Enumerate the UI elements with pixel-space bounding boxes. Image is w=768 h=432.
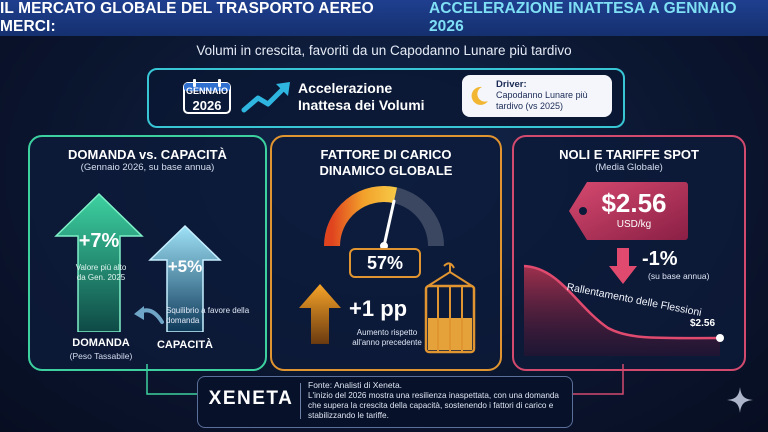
load-factor-change-note: Aumento rispetto all'anno precedente <box>352 328 422 347</box>
source-box <box>197 376 573 428</box>
source-text: L'inizio del 2026 mostra una resilienza … <box>308 391 559 420</box>
connector-lines <box>146 364 624 395</box>
rate-trend-chart <box>523 264 724 356</box>
capacity-arrow-icon <box>148 224 222 332</box>
capacity-percentage: +5% <box>167 257 203 276</box>
price-value: $2.56 <box>601 188 667 218</box>
source-divider <box>300 383 301 419</box>
title-highlight: ACCELERAZIONE INATTESA A GENNAIO 2026 <box>428 0 737 35</box>
up-arrow-icon <box>299 284 341 344</box>
driver-text: Capodanno Lunare più tardivo (vs 2025) <box>496 90 588 111</box>
load-factor-title-line1: FATTORE DI CARICO <box>320 147 452 162</box>
source-label: Fonte: Analisti di Xeneta. <box>308 380 403 390</box>
cargo-container-icon <box>424 262 476 354</box>
down-arrow-icon <box>609 248 637 284</box>
moon-icon <box>471 86 488 105</box>
spot-rates-title: NOLI E TARIFFE SPOT <box>559 147 699 162</box>
demand-capacity-panel <box>28 135 267 371</box>
subtitle: Volumi in crescita, favoriti da un Capod… <box>196 43 572 58</box>
sparkle-icon <box>727 387 753 413</box>
price-tag-icon <box>569 182 688 240</box>
calendar-icon <box>183 79 231 114</box>
calendar-year: 2026 <box>192 98 222 113</box>
driver-box <box>462 75 612 117</box>
curved-arrow-icon <box>134 306 164 324</box>
price-unit: USD/kg <box>616 219 652 230</box>
spot-rates-subtitle: (Media Globale) <box>595 162 663 173</box>
driver-label: Driver: <box>496 79 527 90</box>
headline-line2: Inattesa dei Volumi <box>298 97 425 113</box>
load-factor-title: FATTORE DI CARICO DINAMICO GLOBALE <box>270 147 502 179</box>
demand-note: Valore più alto da Gen. 2025 <box>75 263 127 282</box>
xeneta-logo: XENETA <box>208 388 294 409</box>
title-bar: IL MERCATO GLOBALE DEL TRASPORTO AEREO M… <box>0 0 768 36</box>
demand-capacity-title: DOMANDA vs. CAPACITÀ <box>68 147 227 162</box>
capacity-label: CAPACITÀ <box>156 339 213 351</box>
rate-change-note: (su base annua) <box>648 271 710 281</box>
demand-label: DOMANDA <box>72 337 130 349</box>
imbalance-note: Squilibrio a favore della domanda <box>166 306 250 325</box>
demand-sublabel: (Peso Tassabile) <box>69 351 133 361</box>
rate-change: -1% <box>642 248 678 270</box>
gauge-icon <box>324 186 444 250</box>
calendar-month: GENNAIO <box>185 86 228 96</box>
headline-line1: Accelerazione <box>298 80 393 96</box>
load-factor-title-line2: DINAMICO GLOBALE <box>319 163 453 178</box>
demand-capacity-subtitle: (Gennaio 2026, su base annua) <box>80 162 215 173</box>
gauge-value: 57% <box>349 248 421 278</box>
demand-percentage: +7% <box>78 230 120 252</box>
headline: Accelerazione Inattesa dei Volumi <box>298 80 468 114</box>
demand-arrow-icon <box>54 192 144 332</box>
load-factor-change: +1 pp <box>349 296 408 321</box>
end-price-label: $2.56 <box>690 318 716 329</box>
title-main: IL MERCATO GLOBALE DEL TRASPORTO AEREO M… <box>0 0 374 35</box>
trend-up-arrow-icon <box>241 82 290 113</box>
